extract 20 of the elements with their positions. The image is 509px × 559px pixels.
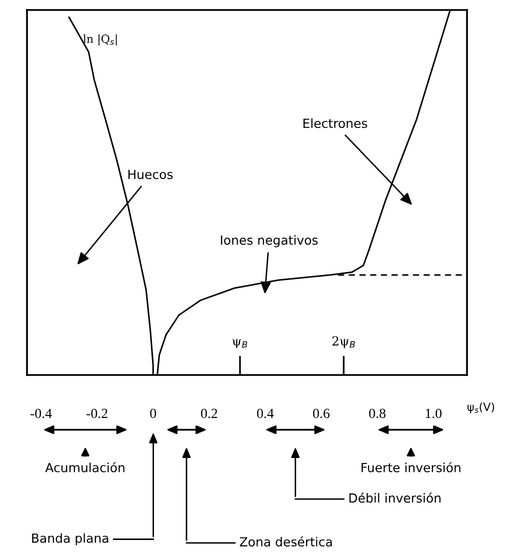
y-axis-title: ln |Q$_{s}$|	[83, 34, 117, 46]
x-tick-label: 0	[150, 408, 156, 418]
x-tick-label: 0.2	[201, 408, 218, 418]
x-axis-title: ψ$_{s}$(V)	[468, 402, 494, 414]
x-tick-label: 1.0	[426, 408, 442, 418]
annotation: Huecos	[128, 170, 173, 180]
x-tick-label: -0.2	[86, 408, 108, 418]
x-tick-label: 0.4	[257, 408, 274, 418]
x-tick-label: 0.6	[313, 408, 330, 418]
annotation: Electrones	[303, 118, 368, 128]
x-tick-label: -0.4	[30, 408, 52, 418]
text: Zona desértica	[240, 536, 332, 547]
x-tick-label: 0.8	[369, 408, 386, 418]
text: Banda plana	[32, 533, 108, 546]
ref-line-label: ψ$_{B}$	[232, 339, 248, 348]
text: Fuerte inversión	[362, 462, 460, 472]
ref-line-label: 2ψ$_{B}$	[332, 336, 355, 348]
annotation: Iones negativos	[220, 235, 318, 248]
text: Débil inversión	[349, 492, 440, 503]
text: Acumulación	[45, 462, 124, 472]
